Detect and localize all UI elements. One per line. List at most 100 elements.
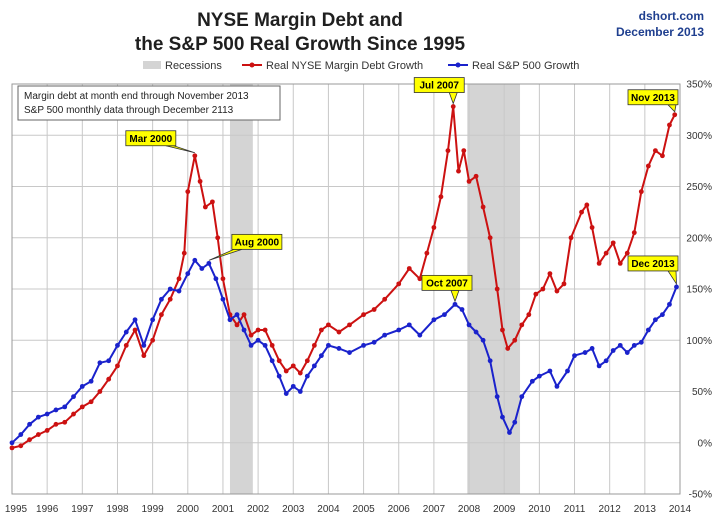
data-point: [79, 383, 85, 389]
x-tick-label: 1996: [36, 504, 59, 515]
data-point: [262, 342, 268, 348]
data-point: [617, 342, 623, 348]
data-point: [487, 358, 493, 364]
callout-box: [421, 274, 473, 291]
data-point: [326, 342, 331, 348]
callout-pointer: [448, 92, 458, 105]
data-point: [123, 329, 129, 335]
data-point: [276, 373, 282, 379]
data-point: [290, 363, 296, 369]
note-sp500: S&P 500 monthly data through December 21…: [24, 105, 234, 116]
data-point: [18, 443, 24, 449]
data-point: [88, 399, 94, 405]
data-point: [450, 104, 456, 109]
source-date: December 2013: [616, 25, 704, 39]
data-point: [304, 373, 310, 379]
data-point: [9, 440, 15, 446]
y-tick-label: 200%: [686, 233, 712, 244]
data-point: [480, 337, 486, 343]
legend-sp500-marker: [455, 62, 461, 68]
data-point: [672, 112, 678, 118]
data-point: [431, 317, 437, 323]
data-point: [97, 360, 103, 366]
callout-box: [413, 77, 465, 93]
data-point: [311, 363, 317, 369]
data-point: [382, 332, 388, 338]
series-margin-debt: [9, 104, 678, 451]
data-point: [202, 204, 208, 210]
series-line: [11, 259, 678, 444]
data-point: [660, 153, 665, 159]
data-point: [304, 358, 310, 364]
x-tick-label: 2002: [247, 504, 270, 515]
data-point: [610, 240, 616, 246]
data-point: [262, 327, 268, 333]
data-point: [660, 312, 665, 318]
data-point: [106, 358, 112, 364]
data-point: [176, 288, 182, 294]
data-point: [181, 250, 187, 256]
data-point: [213, 276, 219, 282]
x-tick-label: 2001: [212, 504, 235, 515]
data-point: [311, 342, 317, 348]
data-point: [115, 342, 120, 348]
legend-sp500-label: Real S&P 500 Growth: [472, 60, 579, 72]
data-point: [71, 411, 76, 417]
data-point: [150, 317, 156, 323]
data-point: [466, 322, 472, 328]
data-point: [452, 301, 458, 307]
data-point: [603, 250, 609, 256]
data-point: [27, 421, 32, 427]
data-point: [473, 173, 479, 179]
callout-box: [627, 255, 679, 272]
data-point: [255, 327, 261, 333]
data-point: [406, 266, 412, 271]
data-point: [132, 327, 138, 333]
data-point: [554, 383, 560, 389]
data-point: [9, 445, 15, 451]
data-point: [210, 199, 215, 205]
data-point: [547, 271, 553, 277]
data-point: [572, 353, 577, 359]
x-tick-label: 2011: [564, 504, 586, 515]
x-tick-label: 2010: [528, 504, 551, 515]
data-point: [79, 404, 85, 410]
callout-label: Aug 2000: [235, 237, 280, 248]
data-point: [596, 260, 602, 266]
data-point: [241, 312, 247, 318]
data-point: [494, 394, 500, 400]
data-point: [53, 421, 59, 427]
data-point: [589, 346, 595, 351]
data-point: [44, 428, 50, 433]
data-point: [554, 288, 560, 294]
data-point: [88, 378, 94, 384]
data-point: [53, 407, 59, 413]
data-point: [529, 378, 535, 384]
data-point: [141, 353, 147, 359]
data-point: [667, 301, 672, 307]
data-point: [290, 383, 296, 389]
data-point: [589, 225, 595, 230]
data-point: [603, 358, 609, 364]
data-point: [234, 322, 240, 328]
x-tick-label: 2000: [177, 504, 200, 515]
y-tick-label: 350%: [686, 80, 712, 91]
data-point: [652, 148, 658, 154]
data-point: [512, 337, 518, 343]
data-point: [456, 168, 461, 174]
x-tick-label: 2014: [669, 504, 692, 515]
data-point: [396, 327, 402, 333]
data-point: [176, 276, 182, 282]
x-tick-label: 2006: [388, 504, 411, 515]
annotation-jul-2007: Jul 2007: [413, 77, 465, 105]
data-point: [536, 373, 542, 379]
gridlines: [12, 84, 680, 494]
callout-box: [231, 233, 283, 250]
data-point: [512, 419, 518, 425]
x-tick-label: 2004: [317, 504, 340, 515]
series-sp500: [9, 257, 679, 446]
data-point: [582, 350, 588, 355]
data-point: [466, 178, 472, 184]
data-point: [123, 342, 129, 348]
